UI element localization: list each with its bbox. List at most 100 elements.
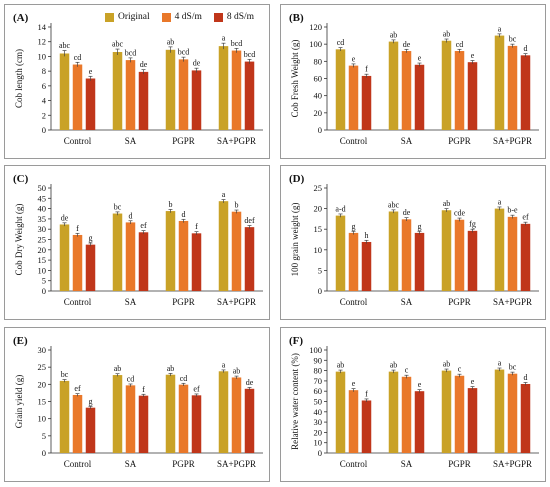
bar-c-sa-4-ds-m bbox=[125, 222, 136, 291]
y-tick-label-a-6: 6 bbox=[42, 81, 46, 91]
legend-label-4ds: 4 dS/m bbox=[174, 12, 202, 22]
bar-d-control-4-ds-m bbox=[348, 232, 359, 291]
bar-b-sa-original bbox=[388, 41, 399, 130]
y-tick-label-a-10: 10 bbox=[38, 51, 47, 61]
legend-swatch-8ds bbox=[213, 12, 223, 22]
bar-b-pgpr-4-ds-m bbox=[454, 51, 465, 130]
y-axis-label-e: Grain yield (g) bbox=[14, 375, 24, 428]
y-tick-label-b-20: 20 bbox=[314, 108, 323, 118]
x-category-label-a-sa-pgpr: SA+PGPR bbox=[217, 136, 256, 146]
legend-swatch-4ds bbox=[161, 12, 171, 22]
y-tick-label-a-0: 0 bbox=[42, 125, 46, 135]
legend-swatch-original bbox=[105, 12, 114, 22]
x-category-label-f-pgpr: PGPR bbox=[448, 459, 471, 469]
bar-e-sa-8-ds-m bbox=[138, 395, 149, 453]
bar-b-sa-4-ds-m bbox=[401, 51, 412, 130]
bar-a-sa-pgpr-8-ds-m bbox=[244, 61, 255, 131]
x-category-label-f-control: Control bbox=[340, 459, 368, 469]
significance-letter-e-pgpr-original: ab bbox=[167, 364, 175, 373]
y-tick-label-b-40: 40 bbox=[314, 91, 323, 101]
panel-d: (D) 0 5 10 15 20 25 100 grain weight (g) a-d g h Co… bbox=[280, 165, 546, 320]
y-tick-label-b-0: 0 bbox=[318, 125, 322, 135]
significance-letter-c-pgpr-4-ds-m: d bbox=[182, 210, 186, 219]
y-tick-label-a-8: 8 bbox=[42, 66, 46, 76]
bar-f-control-8-ds-m bbox=[361, 400, 372, 453]
significance-letter-d-sa-8-ds-m: g bbox=[418, 222, 422, 231]
panel-label-e: (E) bbox=[13, 335, 28, 347]
bar-d-sa-8-ds-m bbox=[414, 232, 425, 291]
y-tick-label-d-25: 25 bbox=[314, 183, 323, 193]
significance-letter-b-control-original: cd bbox=[337, 38, 345, 47]
bar-e-control-4-ds-m bbox=[72, 394, 83, 453]
significance-letter-d-pgpr-original: ab bbox=[443, 199, 451, 208]
significance-letter-f-pgpr-original: ab bbox=[443, 360, 451, 369]
x-category-label-f-sa-pgpr: SA+PGPR bbox=[493, 459, 532, 469]
bar-b-pgpr-8-ds-m bbox=[467, 62, 478, 130]
bar-c-control-original bbox=[59, 224, 70, 291]
y-tick-label-f-10: 10 bbox=[314, 438, 323, 448]
x-category-label-d-control: Control bbox=[340, 297, 368, 307]
panel-label-d: (D) bbox=[289, 173, 305, 185]
y-tick-label-c-40: 40 bbox=[38, 204, 47, 214]
bar-f-sa-pgpr-8-ds-m bbox=[520, 383, 531, 453]
y-tick-label-d-20: 20 bbox=[314, 204, 323, 214]
bar-f-sa-pgpr-original bbox=[494, 369, 505, 453]
bar-a-sa-4-ds-m bbox=[125, 60, 136, 130]
significance-letter-a-sa-pgpr-original: a bbox=[222, 34, 226, 43]
y-tick-label-c-0: 0 bbox=[42, 286, 46, 296]
x-category-label-e-pgpr: PGPR bbox=[172, 459, 195, 469]
significance-letter-a-sa-pgpr-4-ds-m: bcd bbox=[231, 39, 243, 48]
bar-f-sa-pgpr-4-ds-m bbox=[507, 373, 518, 453]
bar-e-sa-4-ds-m bbox=[125, 385, 136, 453]
panel-e: (E) 0 5 10 15 20 25 30 Grain yield (g) bc ef g Contr… bbox=[4, 327, 270, 482]
significance-letter-d-sa-pgpr-8-ds-m: ef bbox=[522, 213, 529, 222]
significance-letter-b-sa-pgpr-8-ds-m: d bbox=[524, 44, 528, 53]
significance-letter-a-pgpr-original: ab bbox=[167, 37, 175, 46]
panel-b: (B) 0 20 40 60 80 100 120 Cob Fresh Weight (g) cd… bbox=[280, 4, 546, 159]
significance-letter-a-pgpr-4-ds-m: bcd bbox=[178, 48, 190, 57]
bar-f-control-4-ds-m bbox=[348, 390, 359, 453]
y-tick-label-b-100: 100 bbox=[309, 39, 322, 49]
significance-letter-d-sa-pgpr-original: a bbox=[498, 197, 502, 206]
significance-letter-d-sa-pgpr-4-ds-m: b-e bbox=[507, 206, 518, 215]
y-tick-label-f-70: 70 bbox=[314, 376, 323, 386]
y-tick-label-c-50: 50 bbox=[38, 183, 47, 193]
x-category-label-b-sa-pgpr: SA+PGPR bbox=[493, 136, 532, 146]
bar-e-pgpr-original bbox=[165, 374, 176, 453]
y-tick-label-e-0: 0 bbox=[42, 448, 46, 458]
significance-letter-e-sa-pgpr-8-ds-m: de bbox=[246, 378, 254, 387]
significance-letter-c-control-4-ds-m: f bbox=[76, 224, 79, 233]
x-category-label-a-sa: SA bbox=[125, 136, 137, 146]
x-category-label-a-control: Control bbox=[64, 136, 92, 146]
bar-a-sa-pgpr-4-ds-m bbox=[231, 50, 242, 130]
significance-letter-b-sa-4-ds-m: de bbox=[403, 40, 411, 49]
significance-letter-d-pgpr-4-ds-m: cde bbox=[454, 209, 466, 218]
bar-a-control-4-ds-m bbox=[72, 64, 83, 130]
significance-letter-f-pgpr-8-ds-m: e bbox=[471, 377, 475, 386]
significance-letter-c-sa-original: bc bbox=[114, 202, 122, 211]
x-category-label-b-control: Control bbox=[340, 136, 368, 146]
significance-letter-d-control-original: a-d bbox=[335, 204, 345, 213]
significance-letter-c-sa-pgpr-4-ds-m: b bbox=[235, 201, 239, 210]
significance-letter-a-control-8-ds-m: e bbox=[89, 67, 93, 76]
bar-e-control-8-ds-m bbox=[85, 407, 96, 453]
significance-letter-c-pgpr-original: b bbox=[169, 200, 173, 209]
x-category-label-c-control: Control bbox=[64, 297, 92, 307]
bar-d-sa-pgpr-original bbox=[494, 208, 505, 291]
significance-letter-f-control-8-ds-m: f bbox=[365, 389, 368, 398]
legend-item-4ds: 4 dS/m bbox=[161, 12, 202, 22]
significance-letter-a-sa-pgpr-8-ds-m: bcd bbox=[244, 50, 256, 59]
significance-letter-c-pgpr-8-ds-m: f bbox=[195, 222, 198, 231]
panel-f: (F) 0 10 20 30 40 50 60 70 80 90 100 Relative water … bbox=[280, 327, 546, 482]
bar-b-pgpr-original bbox=[441, 40, 452, 130]
y-tick-label-f-60: 60 bbox=[314, 386, 323, 396]
y-axis-label-a: Cob length (cm) bbox=[14, 49, 24, 108]
y-tick-label-f-30: 30 bbox=[314, 417, 323, 427]
bar-b-control-8-ds-m bbox=[361, 75, 372, 130]
significance-letter-f-control-original: ab bbox=[337, 361, 345, 370]
x-category-label-c-sa-pgpr: SA+PGPR bbox=[217, 297, 256, 307]
bar-a-control-original bbox=[59, 53, 70, 130]
x-category-label-d-sa-pgpr: SA+PGPR bbox=[493, 297, 532, 307]
